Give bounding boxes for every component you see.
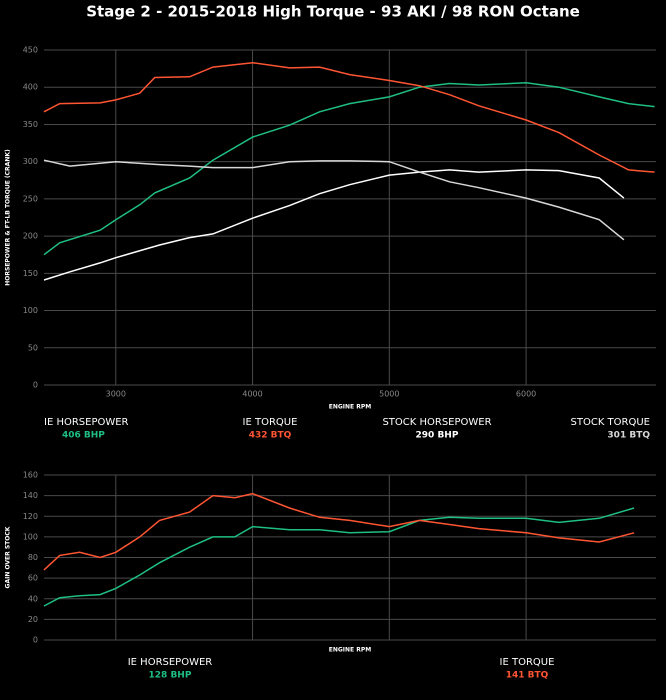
y-tick-label: 450	[23, 46, 38, 55]
legend-peak: 128 BHP	[149, 671, 192, 681]
series-line	[43, 82, 655, 256]
series-line	[43, 159, 625, 241]
y-tick-label: 400	[23, 83, 38, 92]
y-tick-label: 350	[23, 120, 38, 129]
y-tick-label: 100	[23, 532, 38, 541]
y-tick-label: 20	[28, 615, 38, 624]
series-line	[43, 169, 625, 281]
y-tick-label: 250	[23, 194, 38, 203]
y-tick-label: 40	[28, 594, 38, 603]
legend-peak: 290 BHP	[416, 431, 459, 441]
x-axis-label: ENGINE RPM	[329, 647, 372, 654]
y-tick-label: 160	[23, 471, 38, 480]
legend-peak: 432 BTQ	[249, 431, 292, 441]
y-tick-label: 100	[23, 306, 38, 315]
y-axis-label: HORSEPOWER & FT-LB TORQUE (CRANK)	[5, 149, 12, 286]
y-tick-label: 60	[28, 574, 38, 583]
legend-name: IE HORSEPOWER	[44, 417, 129, 428]
y-tick-label: 200	[23, 232, 38, 241]
y-axis-label: GAIN OVER STOCK	[5, 526, 12, 588]
y-tick-label: 300	[23, 157, 38, 166]
y-tick-label: 120	[23, 512, 38, 521]
legend-peak: 301 BTQ	[607, 431, 650, 441]
legend-peak: 141 BTQ	[506, 671, 549, 681]
x-tick-label: 4000	[242, 390, 262, 399]
series-line	[43, 492, 635, 571]
legend-name: IE HORSEPOWER	[128, 657, 213, 668]
chart-title: Stage 2 - 2015-2018 High Torque - 93 AKI…	[86, 3, 580, 21]
x-tick-label: 5000	[379, 390, 399, 399]
y-tick-label: 0	[33, 636, 38, 645]
series-line	[43, 507, 635, 607]
y-tick-label: 140	[23, 491, 38, 500]
y-tick-label: 150	[23, 269, 38, 278]
legend-name: STOCK TORQUE	[571, 417, 650, 428]
x-tick-label: 3000	[106, 390, 126, 399]
y-tick-label: 50	[28, 343, 38, 352]
legend-name: IE TORQUE	[500, 657, 555, 668]
legend-peak: 406 BHP	[62, 431, 105, 441]
legend-name: IE TORQUE	[243, 417, 298, 428]
y-tick-label: 80	[28, 553, 38, 562]
legend-name: STOCK HORSEPOWER	[382, 417, 491, 428]
x-tick-label: 6000	[516, 390, 536, 399]
series-line	[43, 61, 655, 173]
y-tick-label: 0	[33, 381, 38, 390]
x-axis-label: ENGINE RPM	[329, 404, 372, 411]
